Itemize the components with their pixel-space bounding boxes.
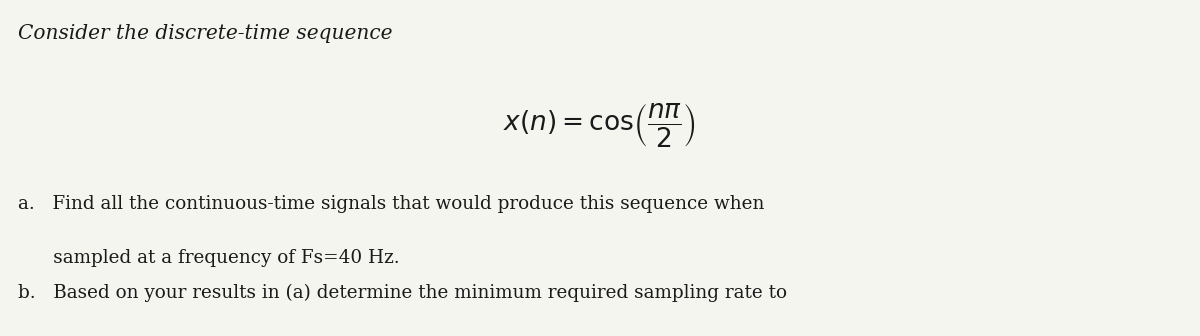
Text: Consider the discrete-time sequence: Consider the discrete-time sequence bbox=[18, 24, 392, 43]
Text: sampled at a frequency of Fs=40 Hz.: sampled at a frequency of Fs=40 Hz. bbox=[18, 249, 400, 267]
Text: a.   Find all the continuous-time signals that would produce this sequence when: a. Find all the continuous-time signals … bbox=[18, 195, 764, 213]
Text: $x(n) = \cos\!\left(\dfrac{n\pi}{2}\right)$: $x(n) = \cos\!\left(\dfrac{n\pi}{2}\righ… bbox=[504, 101, 696, 149]
Text: b.   Based on your results in (a) determine the minimum required sampling rate t: b. Based on your results in (a) determin… bbox=[18, 284, 787, 302]
